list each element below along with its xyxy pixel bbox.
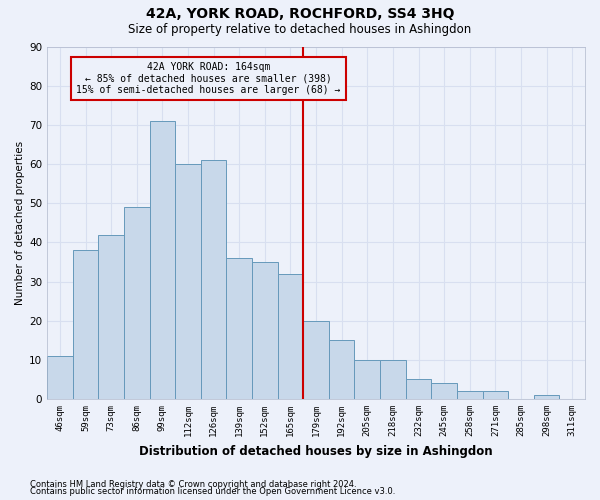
Text: 42A YORK ROAD: 164sqm
← 85% of detached houses are smaller (398)
15% of semi-det: 42A YORK ROAD: 164sqm ← 85% of detached … xyxy=(76,62,341,96)
Bar xyxy=(406,380,431,399)
Text: Contains HM Land Registry data © Crown copyright and database right 2024.: Contains HM Land Registry data © Crown c… xyxy=(30,480,356,489)
Bar xyxy=(73,250,98,399)
Bar xyxy=(457,391,482,399)
Bar xyxy=(431,384,457,399)
Text: Size of property relative to detached houses in Ashingdon: Size of property relative to detached ho… xyxy=(128,22,472,36)
Text: 42A, YORK ROAD, ROCHFORD, SS4 3HQ: 42A, YORK ROAD, ROCHFORD, SS4 3HQ xyxy=(146,8,454,22)
Bar xyxy=(201,160,226,399)
Bar xyxy=(149,121,175,399)
Bar xyxy=(175,164,201,399)
X-axis label: Distribution of detached houses by size in Ashingdon: Distribution of detached houses by size … xyxy=(139,444,493,458)
Text: Contains public sector information licensed under the Open Government Licence v3: Contains public sector information licen… xyxy=(30,487,395,496)
Bar xyxy=(303,320,329,399)
Y-axis label: Number of detached properties: Number of detached properties xyxy=(15,140,25,305)
Bar xyxy=(380,360,406,399)
Bar xyxy=(226,258,252,399)
Bar xyxy=(98,234,124,399)
Bar xyxy=(329,340,355,399)
Bar xyxy=(278,274,303,399)
Bar xyxy=(47,356,73,399)
Bar xyxy=(482,391,508,399)
Bar xyxy=(124,207,149,399)
Bar xyxy=(534,395,559,399)
Bar xyxy=(355,360,380,399)
Bar xyxy=(252,262,278,399)
